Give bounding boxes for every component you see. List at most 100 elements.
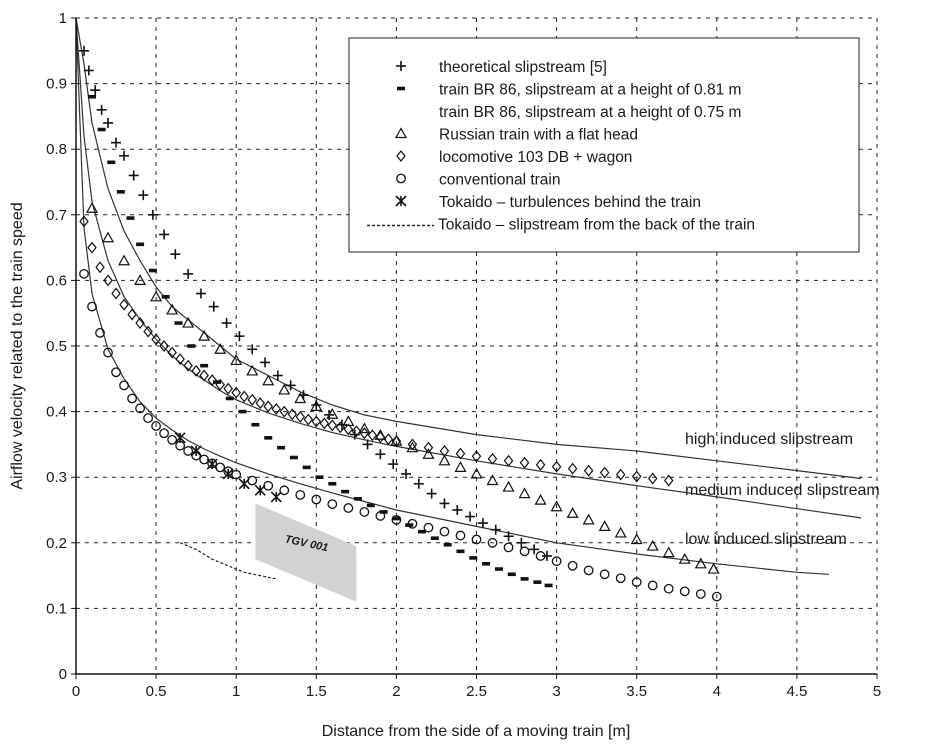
series-4-point-7 [135, 317, 145, 330]
series-0-point-12 [183, 268, 194, 279]
band-label-2: low induced slipstream [685, 531, 847, 548]
series-0-point-9 [147, 209, 158, 220]
legend-entry-4: locomotive 103 DB + wagon [439, 149, 632, 166]
tgv-region [255, 503, 357, 602]
series-3-point-23 [454, 461, 467, 472]
legend-marker-5 [396, 173, 406, 184]
series-5-point-0 [79, 268, 89, 279]
series-0-point-38 [516, 537, 527, 548]
band-label-1: medium induced slipstream [685, 482, 880, 499]
series-0-point-18 [260, 357, 271, 368]
band-line-1 [75, 17, 862, 519]
series-5-point-40 [567, 560, 578, 571]
series-4-point-42 [439, 444, 450, 457]
series-3-point-6 [182, 316, 195, 328]
series-5-point-32 [439, 526, 450, 537]
series-5-point-3 [103, 347, 113, 358]
legend-marker-1 [397, 86, 405, 91]
x-tick-label-4: 2 [392, 683, 400, 700]
series-5-point-19 [231, 469, 242, 480]
series-1-point-17 [289, 455, 298, 460]
series-1-point-13 [238, 409, 247, 414]
series-3-point-1 [102, 231, 115, 243]
series-4-point-36 [367, 429, 378, 442]
series-4-point-24 [271, 403, 282, 415]
series-0-point-31 [426, 488, 437, 499]
series-4-point-43 [455, 447, 466, 460]
series-4-point-11 [167, 346, 177, 359]
series-1-point-12 [225, 396, 234, 401]
series-5-point-28 [375, 511, 386, 521]
y-tick-label-10: 1 [59, 10, 67, 27]
band-label-0: high induced slipstream [685, 431, 853, 448]
x-tick-label-0: 0 [72, 683, 80, 700]
series-4-point-50 [567, 462, 578, 475]
series-5-point-37 [519, 546, 530, 557]
series-4-point-40 [407, 438, 418, 451]
series-5-point-4 [111, 367, 121, 378]
legend-marker-4 [396, 150, 406, 162]
series-7-line [179, 542, 277, 580]
series-1-point-15 [264, 436, 273, 440]
series-1-point-34 [507, 572, 516, 577]
series-0-point-26 [362, 439, 373, 450]
series-4-point-23 [263, 400, 274, 413]
series-1-point-30 [456, 549, 465, 554]
series-5-point-17 [215, 462, 226, 473]
series-4-point-48 [535, 458, 546, 471]
series-3-point-13 [294, 392, 307, 404]
series-4-point-33 [343, 423, 354, 436]
series-0-point-37 [503, 531, 514, 542]
series-5-point-1 [87, 301, 97, 312]
series-0-point-4 [103, 117, 114, 128]
series-1-point-18 [302, 465, 311, 470]
series-5-point-13 [183, 446, 194, 456]
series-5-point-39 [551, 556, 562, 567]
series-1-point-1 [97, 127, 106, 132]
series-0-point-33 [452, 505, 463, 515]
series-5-point-44 [631, 577, 642, 588]
x-tick-label-5: 2.5 [466, 683, 487, 700]
legend-entry-1: train BR 86, slipstream at a height of 0… [439, 82, 741, 99]
series-3-point-8 [214, 343, 227, 354]
series-4-point-41 [423, 441, 434, 454]
series-0-point-20 [285, 380, 296, 391]
legend-marker-6 [395, 195, 407, 207]
y-tick-label-1: 0.1 [46, 600, 67, 617]
series-4-point-38 [383, 433, 394, 446]
y-tick-label-2: 0.2 [46, 535, 67, 552]
series-5-point-10 [159, 428, 170, 439]
series-6-point-2 [206, 458, 218, 470]
series-6-point-3 [222, 468, 234, 480]
legend-entry-0: theoretical slipstream [5] [439, 59, 607, 76]
y-tick-label-0: 0 [59, 666, 67, 683]
series-6-point-4 [238, 478, 250, 490]
series-4-point-15 [199, 369, 209, 382]
series-1-point-24 [379, 510, 388, 514]
series-5-point-34 [471, 534, 482, 545]
legend-box [348, 37, 860, 253]
series-5-point-35 [487, 537, 498, 548]
series-3-point-26 [502, 480, 515, 492]
series-4-point-49 [551, 460, 562, 473]
series-3-point-33 [614, 526, 627, 538]
series-0-point-34 [465, 511, 476, 522]
series-4-point-46 [503, 454, 514, 467]
series-3-point-32 [598, 520, 611, 532]
series-4-point-39 [391, 435, 402, 448]
legend-entry-6: Tokaido – turbulences behind the train [439, 194, 701, 211]
data-markers [79, 45, 722, 602]
series-0-point-15 [221, 318, 232, 329]
series-0-point-36 [490, 524, 501, 535]
series-3-point-3 [134, 274, 147, 285]
series-5-point-5 [119, 380, 129, 391]
series-0-point-32 [439, 498, 450, 509]
series-5-point-8 [143, 413, 153, 424]
series-3-point-25 [486, 474, 499, 486]
series-4-point-25 [279, 405, 290, 418]
x-tick-label-1: 0.5 [146, 683, 167, 700]
tick-labels: 0 0.5 1 1.5 2 2.5 3 3.5 4 4.5 5 0 0.1 0.2 0.3 0.4 0.5 0.6… [46, 10, 881, 700]
series-1-point-29 [443, 542, 452, 547]
y-tick-label-6: 0.6 [46, 272, 67, 289]
